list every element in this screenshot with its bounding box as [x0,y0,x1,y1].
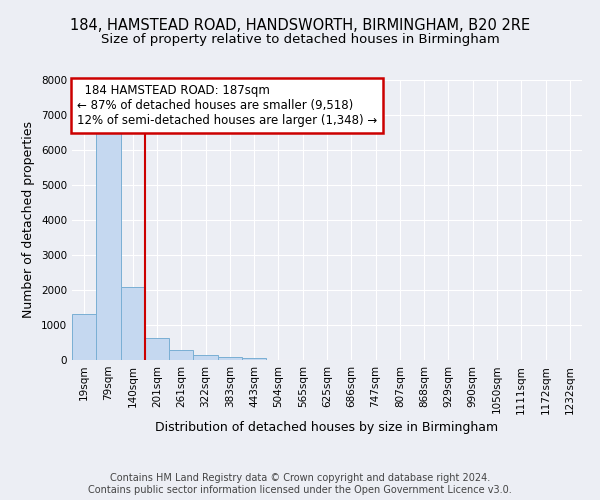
Text: 184, HAMSTEAD ROAD, HANDSWORTH, BIRMINGHAM, B20 2RE: 184, HAMSTEAD ROAD, HANDSWORTH, BIRMINGH… [70,18,530,32]
Bar [242,358,266,360]
X-axis label: Distribution of detached houses by size in Birmingham: Distribution of detached houses by size … [155,420,499,434]
Bar [96,132,121,360]
Bar [121,287,145,360]
Bar [72,314,96,360]
Bar [193,355,218,360]
Text: 184 HAMSTEAD ROAD: 187sqm  
← 87% of detached houses are smaller (9,518)
12% of : 184 HAMSTEAD ROAD: 187sqm ← 87% of detac… [77,84,377,127]
Text: Contains HM Land Registry data © Crown copyright and database right 2024.
Contai: Contains HM Land Registry data © Crown c… [88,474,512,495]
Y-axis label: Number of detached properties: Number of detached properties [22,122,35,318]
Text: Size of property relative to detached houses in Birmingham: Size of property relative to detached ho… [101,32,499,46]
Bar [145,338,169,360]
Bar [169,350,193,360]
Bar [218,357,242,360]
